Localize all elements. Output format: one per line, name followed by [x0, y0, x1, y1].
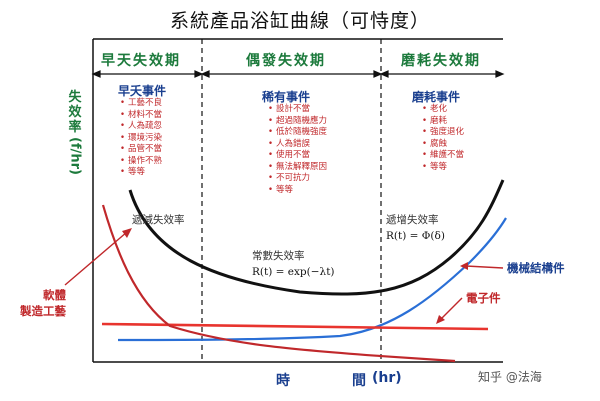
cause-item: 使用不當 [268, 150, 327, 162]
software-manufacturing-label: 軟體 製造工藝 [8, 287, 66, 319]
constant-rate-label: 常數失效率 [252, 250, 305, 262]
phase-wearout-label: 磨耗失效期 [401, 53, 481, 69]
y-axis-unit: (f/hr) [67, 137, 83, 175]
cause-item: 等等 [268, 185, 327, 197]
increasing-rate-formula: R(t) = Φ(δ) [386, 230, 445, 242]
bathtub-curve [128, 179, 505, 296]
early-failure-curve [101, 204, 456, 363]
increasing-rate-label: 遞增失效率 [386, 214, 439, 226]
cause-item: 等等 [422, 162, 464, 174]
cause-item: 維護不當 [422, 150, 464, 162]
cause-item: 磨耗 [422, 116, 464, 128]
wearout-events-heading: 磨耗事件 [412, 90, 461, 104]
x-axis-interval: 間 [352, 373, 366, 389]
mechanical-curve [117, 217, 507, 342]
cause-item: 設計不當 [268, 104, 327, 116]
cause-item: 不可抗力 [268, 173, 327, 185]
cause-item: 老化 [422, 104, 464, 116]
decreasing-rate-label: 遞減失效率 [132, 214, 185, 226]
cause-item: 超過隨機應力 [268, 116, 327, 128]
early-causes-list: 工藝不良 材料不當 人為疏忽 環境污染 品管不當 操作不熟 等等 [120, 98, 162, 179]
y-axis-char: 效 [68, 105, 82, 120]
x-axis-time: 時 [276, 373, 290, 389]
y-axis-char: 率 [68, 120, 82, 135]
cause-item: 無法解釋原因 [268, 162, 327, 174]
cause-item: 操作不熟 [120, 156, 162, 168]
cause-item: 腐蝕 [422, 139, 464, 151]
cause-item: 環境污染 [120, 133, 162, 145]
cause-item: 強度退化 [422, 127, 464, 139]
random-events-heading: 稀有事件 [262, 90, 311, 104]
phase-arrows [91, 70, 505, 78]
random-causes-list: 設計不當 超過隨機應力 低於隨機強度 人為錯誤 使用不當 無法解釋原因 不可抗力… [268, 104, 327, 196]
phase-random-label: 偶發失效期 [246, 53, 326, 69]
manufacturing-label: 製造工藝 [20, 304, 66, 318]
cause-item: 人為疏忽 [120, 121, 162, 133]
cause-item: 品管不當 [120, 144, 162, 156]
y-axis-char: 失 [68, 90, 82, 105]
early-events-heading: 早夭事件 [118, 84, 167, 98]
electronic-line [101, 322, 489, 331]
mechanical-label: 機械結構件 [507, 261, 565, 275]
cause-item: 等等 [120, 167, 162, 179]
cause-item: 低於隨機強度 [268, 127, 327, 139]
cause-item: 人為錯誤 [268, 139, 327, 151]
pointer-arrows [64, 228, 504, 324]
diagram-title: 系統產品浴缸曲線（可恃度） [169, 10, 430, 32]
software-label: 軟體 [43, 288, 66, 302]
watermark: 知乎 @法海 [478, 370, 542, 384]
y-axis-label: 失 效 率 (f/hr) [66, 90, 84, 179]
cause-item: 工藝不良 [120, 98, 162, 110]
wearout-causes-list: 老化 磨耗 強度退化 腐蝕 維護不當 等等 [422, 104, 464, 173]
constant-rate-formula: R(t) = exp(−λt) [252, 266, 335, 278]
phase-early-label: 早天失效期 [101, 53, 181, 69]
x-axis-unit: (hr) [372, 370, 402, 386]
cause-item: 材料不當 [120, 110, 162, 122]
electronic-label: 電子件 [466, 291, 501, 305]
